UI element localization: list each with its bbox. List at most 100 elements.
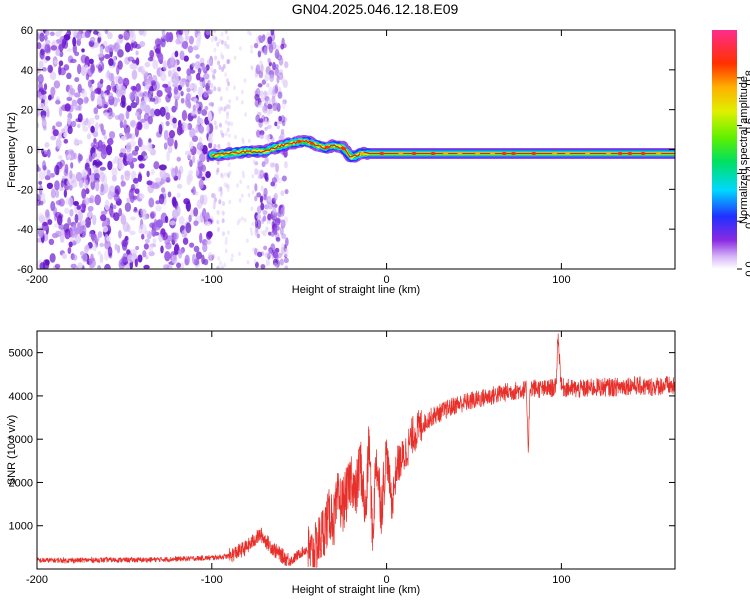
spectrogram-blob — [107, 160, 113, 171]
spectrogram-blob — [170, 56, 174, 67]
spectrogram-blob — [50, 45, 58, 51]
spectrogram-blob — [218, 199, 222, 205]
spectrogram-blob — [163, 264, 170, 269]
spectrogram-blob — [176, 183, 183, 189]
spectrogram-blob — [50, 188, 56, 199]
spectrogram-blob — [63, 223, 70, 233]
spectrogram-blob — [87, 166, 91, 176]
spectrogram-blob — [97, 251, 102, 256]
ridge-hotspot — [475, 151, 481, 156]
ridge-hotspot — [501, 151, 507, 156]
spectrogram-blob — [163, 142, 168, 150]
spectrogram-blob — [211, 102, 215, 108]
spectrogram-blob — [58, 132, 63, 139]
spectrogram-blob — [137, 66, 143, 73]
spectrogram-blob — [171, 209, 179, 219]
spectrogram-blob — [187, 122, 193, 131]
spectrogram-blob — [58, 223, 65, 230]
spectrogram-blob — [274, 203, 278, 208]
snr-y-tick-label: 3000 — [9, 434, 33, 446]
spectrogram-blob — [251, 221, 255, 227]
spectrogram-y-tick-label: 0 — [27, 145, 33, 157]
spectrogram-blob — [47, 169, 51, 177]
snr-panel: 5000 4000 3000 2000 1000 -200 -100 0 100 Height… — [6, 330, 676, 596]
spectrogram-blob — [72, 30, 79, 36]
spectrogram-blob — [285, 237, 289, 247]
spectrogram-blob — [281, 120, 286, 127]
spectrogram-blob — [58, 154, 63, 160]
ridge-hotspot — [443, 151, 449, 156]
spectrogram-blob — [44, 34, 48, 42]
spectrogram-blob — [97, 37, 101, 44]
spectrogram-blob — [257, 50, 262, 58]
spectrogram-blob — [187, 45, 194, 54]
spectrogram-blob — [259, 130, 265, 136]
snr-plot-area — [37, 333, 675, 569]
colorbar-tick-label: 0.6 — [744, 118, 750, 133]
spectrogram-blob — [40, 48, 46, 56]
spectrogram-blob — [74, 213, 79, 224]
spectrogram-blob — [58, 106, 63, 117]
spectrogram-blob — [150, 169, 155, 175]
spectrogram-blob — [274, 49, 280, 59]
spectrogram-blob — [240, 216, 244, 221]
spectrogram-blob — [216, 86, 220, 92]
spectrogram-blob — [199, 57, 205, 64]
spectrogram-blob — [217, 186, 221, 192]
spectrogram-blob — [263, 90, 267, 97]
spectrogram-blob — [89, 174, 95, 183]
spectrogram-blob — [158, 123, 163, 135]
spectrogram-blob — [240, 100, 244, 105]
spectrogram-blob — [47, 219, 53, 225]
spectrogram-blob — [68, 184, 73, 191]
spectrogram-blob — [48, 238, 55, 246]
spectrogram-blob — [121, 103, 126, 108]
spectrogram-blob — [108, 92, 114, 100]
spectrogram-blob — [46, 108, 50, 118]
spectrogram-blob — [260, 64, 264, 73]
spectrogram-blob — [131, 59, 137, 64]
spectrogram-blob — [38, 200, 44, 206]
spectrogram-blob — [269, 162, 275, 168]
spectrogram-blob — [74, 77, 80, 83]
spectrogram-blob — [113, 194, 120, 202]
spectrogram-blob — [259, 133, 264, 140]
spectrogram-blob — [160, 187, 166, 193]
spectrogram-blob — [192, 186, 196, 196]
spectrogram-blob — [213, 47, 217, 53]
spectrogram-blob — [261, 79, 267, 85]
spectrogram-blob — [280, 190, 285, 197]
ridge-hotspot — [411, 151, 417, 156]
spectrogram-blob — [263, 245, 268, 251]
spectrogram-blob — [282, 99, 287, 105]
spectrogram-blob — [273, 262, 278, 269]
spectrogram-blob — [219, 192, 223, 198]
spectrogram-blob — [252, 247, 255, 252]
spectrogram-blob — [124, 202, 132, 213]
spectrogram-blob — [233, 85, 236, 90]
spectrogram-blob — [260, 264, 266, 269]
spectrogram-blob — [129, 230, 136, 236]
spectrogram-blob — [254, 219, 259, 228]
spectrogram-blob — [119, 120, 124, 129]
spectrogram-blob — [266, 219, 272, 225]
spectrogram-blob — [253, 259, 257, 264]
spectrogram-y-label: Frequency (Hz) — [6, 112, 18, 188]
colorbar: 0.0 0.2 0.4 0.6 0.8 Normalized spectral ampl… — [712, 30, 750, 277]
spectrogram-blob — [218, 38, 222, 44]
spectrogram-blob — [94, 87, 102, 94]
spectrogram-blob — [266, 98, 272, 105]
spectrogram-blob — [284, 265, 288, 269]
spectrogram-blob — [271, 177, 278, 184]
spectrogram-blob — [129, 32, 136, 43]
spectrogram-blob — [250, 206, 254, 211]
spectrogram-blob — [274, 66, 279, 77]
spectrogram-blob — [246, 184, 250, 190]
spectrogram-blob — [68, 241, 73, 248]
spectrogram-blob — [186, 68, 192, 77]
spectrogram-blob — [121, 239, 129, 247]
spectrogram-blob — [199, 232, 203, 244]
spectrogram-blob — [220, 31, 224, 37]
spectrogram-blob — [81, 253, 88, 263]
spectrogram-blob — [223, 40, 227, 46]
